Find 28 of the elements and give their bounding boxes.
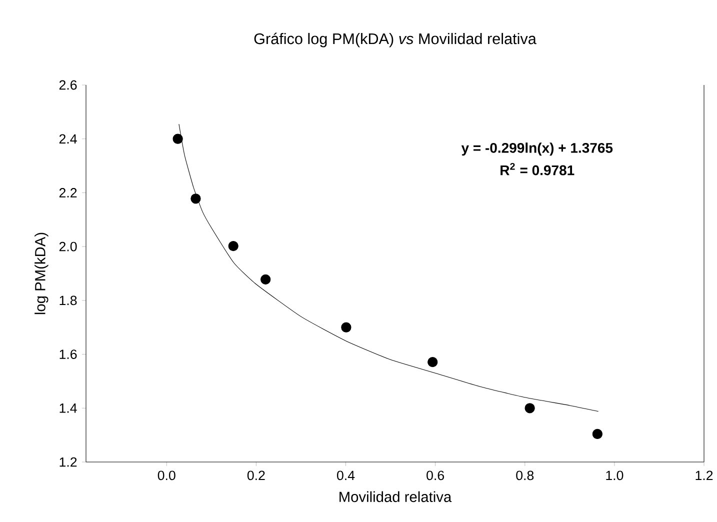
y-tick-label: 2.0 (59, 242, 77, 252)
annotation: y = -0.299ln(x) + 1.3765 (461, 142, 613, 156)
y-axis-title: log PM(kDA) (34, 232, 48, 314)
y-tick-label: 1.6 (60, 350, 77, 359)
y-tick-label: 1.2 (60, 457, 77, 467)
x-tick-label: 0.4 (337, 470, 355, 480)
chart-title: Gráfico log PM(kDA) vs Movilidad relativa (254, 32, 536, 48)
x-tick-label: 1.2 (696, 470, 713, 480)
point (190, 194, 201, 204)
x-tick-label: 0.2 (247, 470, 265, 480)
point (524, 403, 535, 414)
point (228, 240, 238, 252)
y-tick-label: 1.4 (60, 404, 77, 413)
y-tick-label: 2.4 (59, 134, 77, 144)
point (428, 357, 438, 368)
x-tick-label: 0.8 (516, 470, 534, 480)
x-tick-label: 1.0 (606, 470, 624, 480)
y-tick-label: 2.2 (59, 188, 77, 198)
x-axis-title: Movilidad relativa (340, 491, 452, 502)
x-tick-label: 0.0 (158, 470, 176, 480)
point (172, 134, 183, 144)
point (341, 322, 352, 332)
point (260, 274, 271, 284)
y-tick-label: 1.8 (60, 296, 77, 306)
y-tick-label: 2.6 (59, 80, 77, 90)
text: R$^{2}$ = 0.9781 (500, 162, 574, 176)
point (592, 428, 602, 440)
x-tick-label: 0.6 (426, 470, 444, 480)
